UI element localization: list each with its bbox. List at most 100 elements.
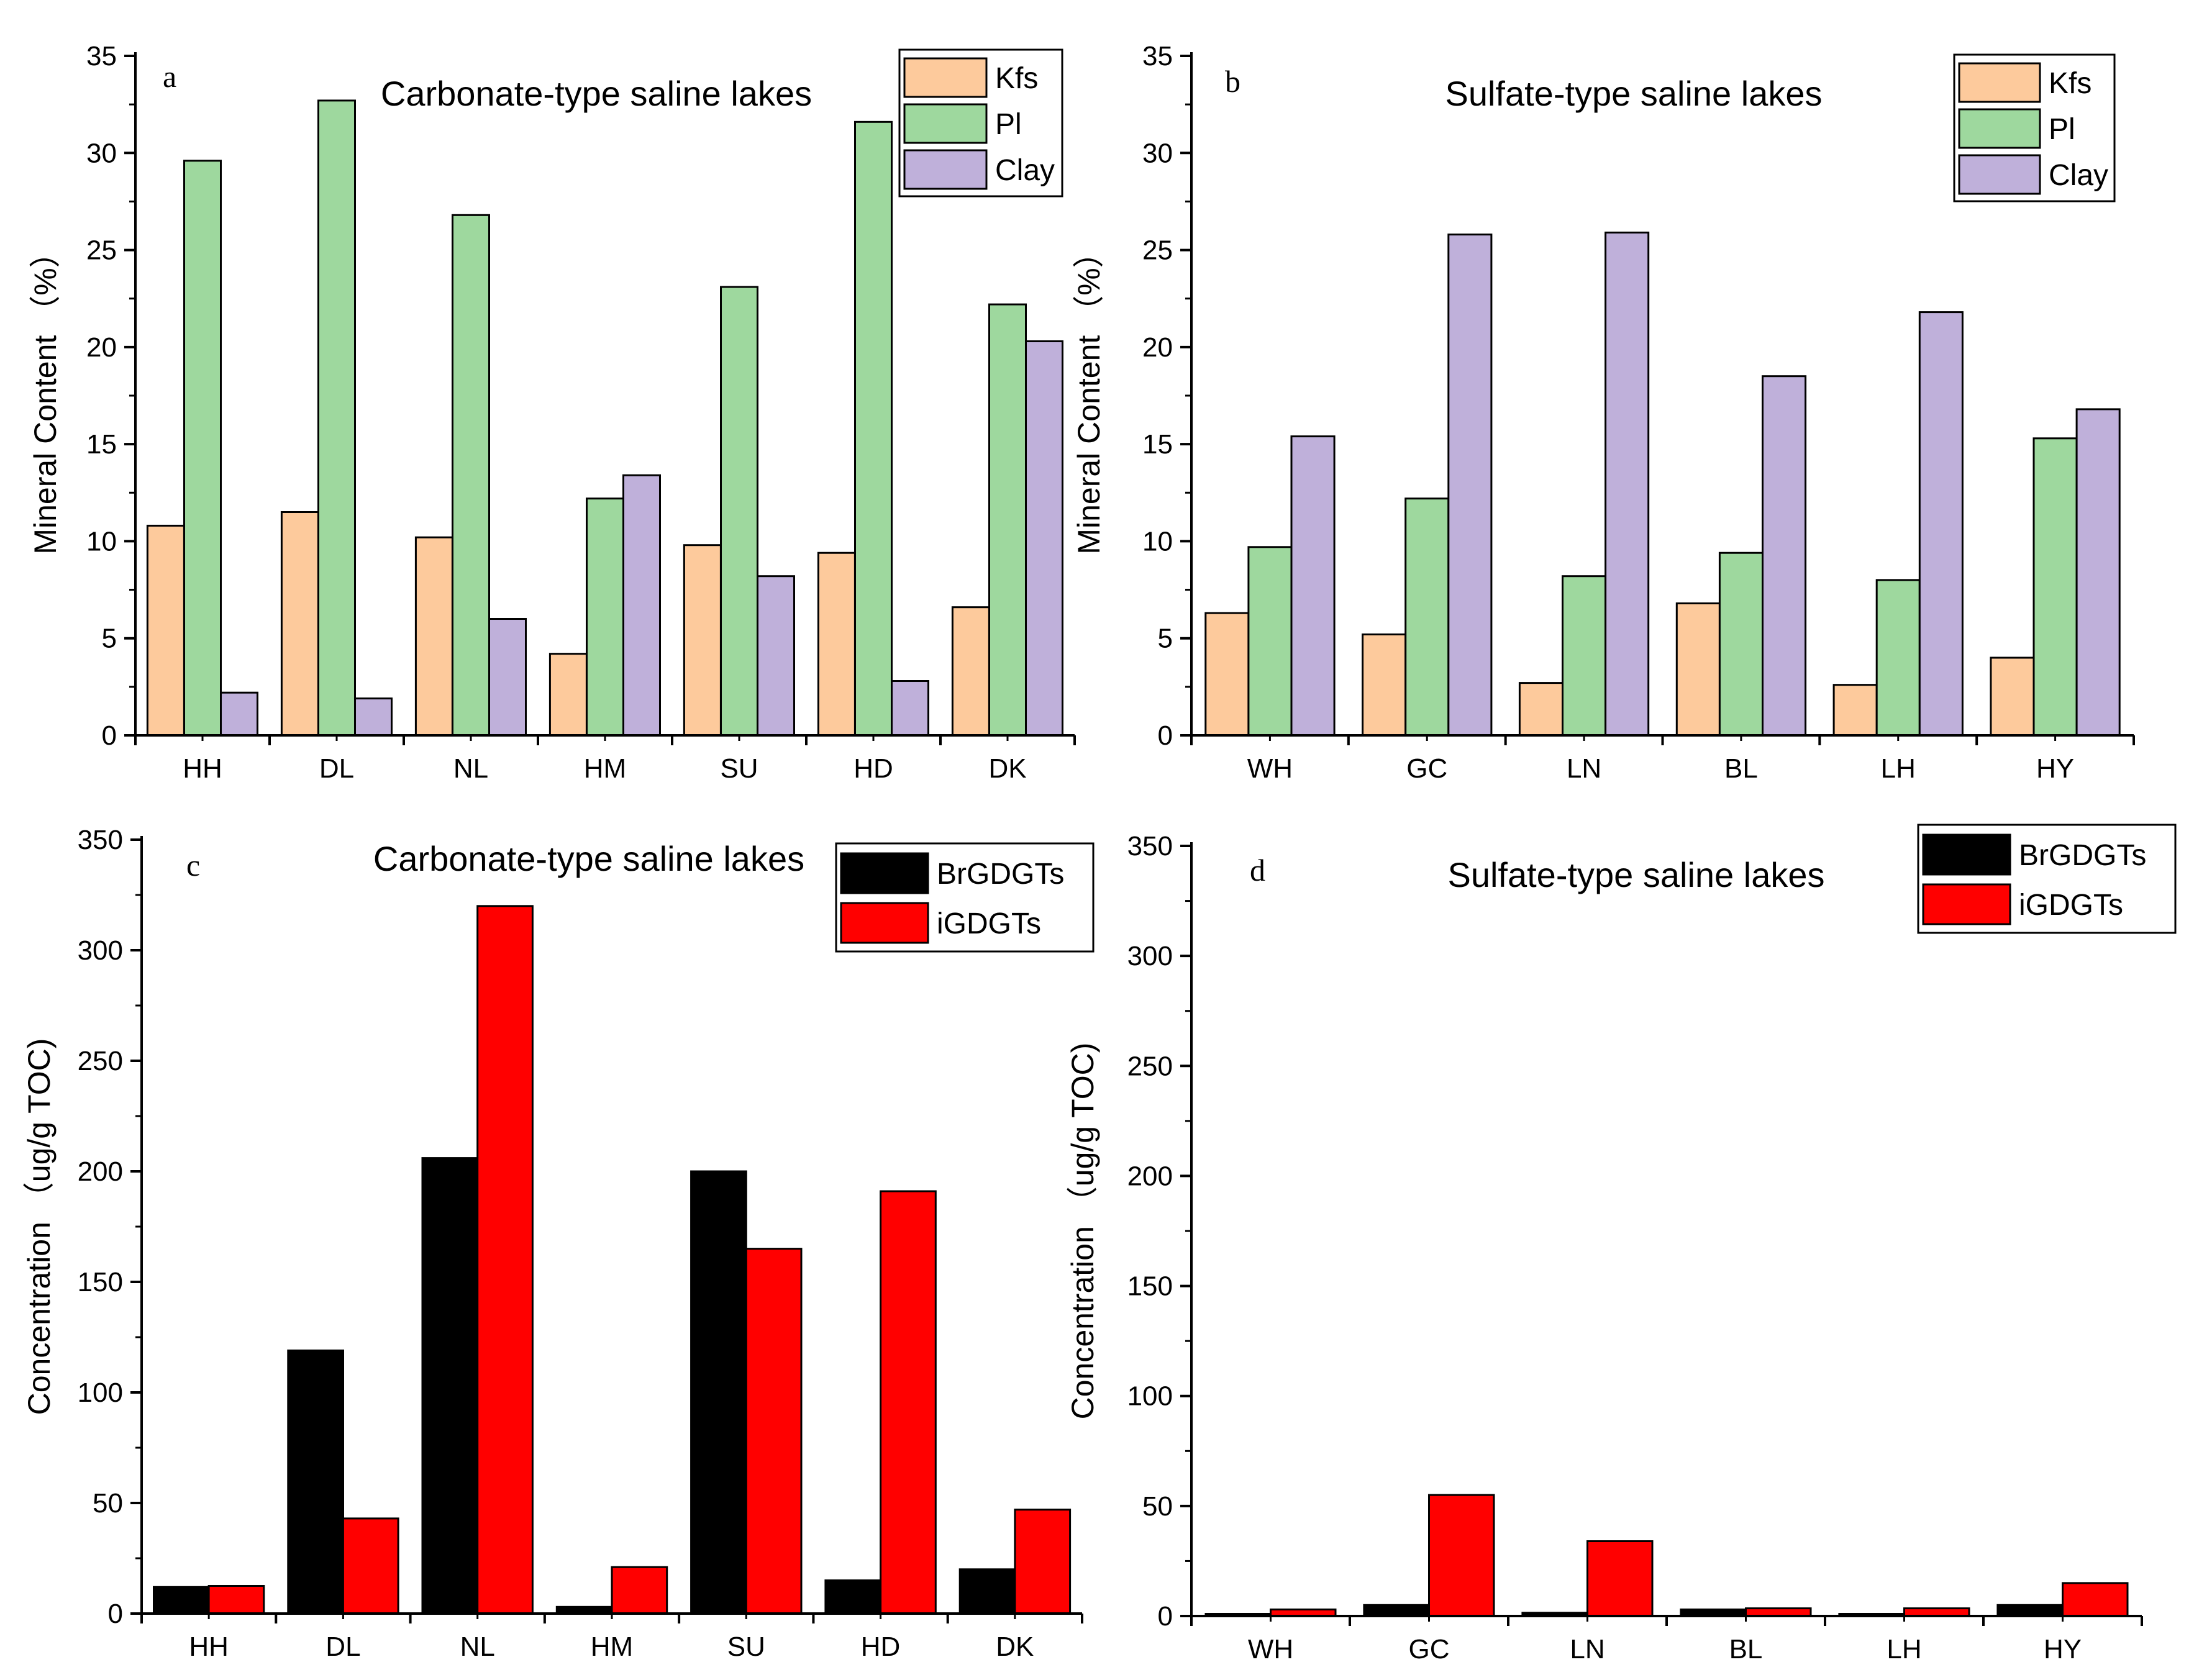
y-tick-label: 200: [1127, 1161, 1173, 1191]
y-tick-label: 0: [108, 1599, 123, 1629]
bar-Kfs-HM: [548, 653, 588, 737]
x-tick-label: DL: [319, 753, 354, 784]
bar-Clay-HD: [891, 680, 929, 737]
bar-iGDGTs-SU: [745, 1248, 803, 1615]
legend-swatch: [1958, 108, 2041, 149]
x-tick-label: WH: [1247, 753, 1293, 784]
x-tick-label: SU: [720, 753, 758, 784]
legend-label: Pl: [995, 108, 1022, 141]
y-tick-label: 25: [86, 235, 117, 266]
legend-swatch: [1922, 833, 2011, 876]
x-tick-label: LN: [1570, 1634, 1605, 1664]
legend-label: Pl: [2049, 113, 2075, 146]
y-tick-label: 30: [1142, 138, 1173, 168]
bar-Kfs-DL: [280, 511, 319, 737]
x-tick-label: DK: [996, 1632, 1034, 1662]
chart-title: Sulfate-type saline lakes: [1445, 74, 1822, 113]
legend: Kfs Pl Clay: [898, 48, 1063, 198]
bar-BrGDGTs-GC: [1363, 1604, 1430, 1617]
legend-label: BrGDGTs: [2019, 839, 2146, 872]
panel-letter: d: [1250, 853, 1265, 888]
y-axis-label: Mineral Content （%）: [1072, 237, 1106, 554]
y-tick-label: 20: [86, 332, 117, 363]
bar-BrGDGTs-SU: [690, 1170, 747, 1615]
legend-label: iGDGTs: [2019, 889, 2123, 922]
bar-Kfs-HH: [146, 524, 185, 737]
bar-Kfs-WH: [1204, 612, 1250, 737]
y-tick-label: 100: [1127, 1381, 1173, 1412]
bar-Pl-WH: [1247, 546, 1293, 737]
x-tick-label: HD: [861, 1632, 901, 1662]
legend: BrGDGTs iGDGTs: [835, 842, 1095, 953]
x-tick-label: BL: [1729, 1634, 1763, 1664]
y-tick-label: 50: [93, 1488, 123, 1519]
legend-swatch: [903, 57, 988, 98]
bar-BrGDGTs-HD: [824, 1579, 882, 1615]
chart-panel-b: 0 5 10 15 20 25 30 35 WH GC LN BL LH HY Mineral Conten…: [1072, 41, 2135, 784]
y-tick-label: 10: [1142, 526, 1173, 556]
chart-title: Sulfate-type saline lakes: [1447, 855, 1824, 894]
bar-BrGDGTs-HH: [153, 1586, 210, 1615]
y-tick-label: 200: [78, 1156, 123, 1187]
bar-Clay-WH: [1290, 435, 1336, 737]
x-tick-label: NL: [453, 753, 488, 784]
x-tick-label: HH: [189, 1632, 229, 1662]
chart-title: Carbonate-type saline lakes: [373, 839, 804, 878]
y-tick-label: 15: [86, 429, 117, 460]
bar-Clay-LH: [1918, 311, 1964, 737]
bar-iGDGTs-HH: [207, 1585, 265, 1615]
bar-Pl-HM: [586, 497, 624, 737]
bar-BrGDGTs-HY: [1996, 1604, 2064, 1617]
x-tick-label: LN: [1567, 753, 1601, 784]
legend: BrGDGTs iGDGTs: [1917, 824, 2177, 934]
y-tick-label: 350: [1127, 831, 1173, 861]
bar-iGDGTs-DL: [342, 1517, 399, 1615]
y-tick-label: 15: [1142, 429, 1173, 460]
panel-letter: a: [163, 59, 176, 94]
bar-iGDGTs-DK: [1014, 1509, 1072, 1615]
bar-iGDGTs-LN: [1586, 1540, 1654, 1617]
y-tick-label: 250: [78, 1046, 123, 1076]
legend-label: Clay: [2049, 159, 2108, 192]
legend-label: iGDGTs: [937, 907, 1041, 940]
x-tick-label: HD: [853, 753, 893, 784]
legend-swatch: [840, 852, 929, 894]
y-tick-label: 100: [78, 1378, 123, 1408]
x-tick-label: LH: [1887, 1634, 1921, 1664]
bar-Pl-SU: [720, 286, 758, 737]
y-tick-label: 30: [86, 138, 117, 168]
y-axis-label: Concentration （ug/g TOC): [1065, 1043, 1100, 1420]
panel-letter: c: [186, 848, 200, 883]
bar-Clay-LN: [1605, 231, 1650, 737]
bar-Clay-DK: [1025, 340, 1063, 737]
x-tick-label: GC: [1406, 753, 1447, 784]
y-tick-label: 300: [1127, 941, 1173, 971]
bar-iGDGTs-HY: [2062, 1582, 2129, 1617]
x-tick-label: WH: [1248, 1634, 1293, 1664]
bar-Kfs-SU: [683, 544, 722, 737]
bar-Pl-GC: [1404, 497, 1450, 737]
legend-swatch: [903, 149, 988, 190]
chart-panel-a: 0 5 10 15 20 25 30 35 HH DL NL HM SU HD DK Mineral Cont…: [28, 41, 1076, 784]
legend-swatch: [1958, 62, 2041, 103]
y-tick-label: 35: [86, 41, 117, 71]
bar-Clay-BL: [1762, 375, 1807, 737]
y-axis-label: Concentration （ug/g TOC): [22, 1038, 57, 1415]
bar-Clay-NL: [488, 618, 527, 737]
y-tick-label: 150: [78, 1267, 123, 1297]
x-tick-label: GC: [1409, 1634, 1450, 1664]
bar-Kfs-LH: [1832, 684, 1878, 737]
x-tick-label: HM: [591, 1632, 633, 1662]
y-tick-label: 20: [1142, 332, 1173, 363]
bar-BrGDGTs-DK: [958, 1568, 1016, 1615]
bar-Clay-HY: [2075, 408, 2121, 737]
chart-panel-c: 0 50 100 150 200 250 300 350 HH DL NL HM SU HD DK Conce…: [22, 825, 1095, 1662]
x-tick-label: HH: [183, 753, 222, 784]
bar-Kfs-LN: [1518, 682, 1564, 737]
legend-swatch: [903, 103, 988, 144]
bar-BrGDGTs-NL: [421, 1157, 479, 1615]
x-tick-label: SU: [727, 1632, 765, 1662]
y-tick-label: 0: [1158, 720, 1173, 751]
x-tick-label: BL: [1724, 753, 1758, 784]
